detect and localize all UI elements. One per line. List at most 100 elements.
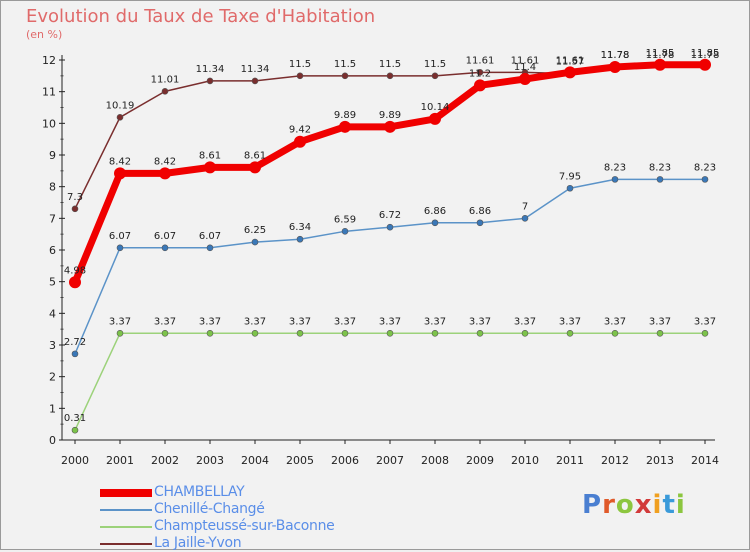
- data-point: [204, 161, 216, 174]
- data-point: [251, 238, 259, 246]
- data-point: [699, 58, 711, 71]
- data-point: [476, 219, 484, 227]
- data-point: [116, 244, 124, 252]
- y-tick-label: 2: [49, 371, 56, 384]
- data-label: 11.85: [691, 48, 720, 59]
- x-tick-label: 2006: [331, 454, 359, 467]
- logo-letter: t: [662, 490, 676, 520]
- data-point: [429, 112, 441, 125]
- data-label: 3.37: [604, 316, 626, 327]
- x-tick-label: 2013: [646, 454, 674, 467]
- chart-title: Evolution du Taux de Taxe d'Habitation: [26, 6, 376, 27]
- y-tick-label: 10: [42, 117, 56, 130]
- logo-letter: x: [634, 490, 653, 520]
- data-point: [566, 329, 574, 337]
- data-label: 11.78: [601, 50, 630, 61]
- data-label: 8.23: [604, 162, 626, 173]
- legend-swatch: [100, 543, 152, 545]
- data-label: 11.57: [556, 57, 585, 68]
- data-point: [341, 329, 349, 337]
- data-label: 11.61: [466, 55, 495, 66]
- data-label: 3.37: [109, 316, 131, 327]
- x-tick-label: 2008: [421, 454, 449, 467]
- data-label: 3.37: [334, 316, 356, 327]
- data-label: 11.5: [334, 59, 356, 70]
- data-label: 3.37: [514, 316, 536, 327]
- data-point: [656, 176, 664, 183]
- data-label: 3.37: [694, 316, 716, 327]
- data-label: 11.34: [241, 64, 270, 75]
- data-label: 11.61: [556, 55, 585, 66]
- x-tick-label: 2004: [241, 454, 269, 467]
- data-point: [296, 72, 304, 80]
- data-point: [206, 77, 214, 85]
- data-label: 3.37: [424, 316, 446, 327]
- data-label: 3.37: [469, 316, 491, 327]
- data-label: 4.98: [64, 265, 86, 276]
- data-point: [69, 276, 81, 289]
- y-tick-label: 7: [49, 212, 56, 225]
- x-tick-label: 2003: [196, 454, 224, 467]
- data-point: [251, 77, 259, 85]
- data-label: 3.37: [379, 316, 401, 327]
- data-point: [161, 244, 169, 252]
- chart-series: [69, 58, 711, 434]
- data-point: [296, 329, 304, 337]
- data-point: [384, 120, 396, 133]
- y-tick-label: 1: [49, 402, 56, 415]
- data-point: [114, 167, 126, 180]
- data-label: 7.3: [67, 192, 83, 203]
- data-label: 6.86: [424, 206, 446, 217]
- data-label: 8.42: [109, 156, 131, 167]
- data-point: [476, 69, 484, 76]
- data-point: [611, 176, 619, 183]
- data-label: 6.25: [244, 225, 266, 236]
- data-label: 6.07: [109, 231, 131, 242]
- data-point: [71, 350, 79, 358]
- data-point: [431, 72, 439, 80]
- data-point: [654, 58, 666, 71]
- data-label: 3.37: [244, 316, 266, 327]
- data-label: 11.4: [514, 62, 536, 73]
- x-tick-label: 2014: [691, 454, 719, 467]
- data-label: 6.86: [469, 206, 491, 217]
- data-label: 3.37: [559, 316, 581, 327]
- data-point: [206, 244, 214, 252]
- proxiti-logo: Proxiti: [582, 490, 686, 520]
- x-tick-label: 2009: [466, 454, 494, 467]
- data-label: 11.85: [646, 48, 675, 59]
- data-point: [386, 72, 394, 80]
- data-label: 6.07: [154, 231, 176, 242]
- data-point: [71, 426, 79, 434]
- data-label: 11.61: [511, 55, 540, 66]
- data-point: [116, 114, 124, 121]
- data-label: 3.37: [289, 316, 311, 327]
- data-point: [341, 72, 349, 80]
- data-label: 9.42: [289, 125, 311, 136]
- data-label: 8.42: [154, 156, 176, 167]
- legend-swatch: [100, 509, 152, 511]
- x-tick-label: 2000: [61, 454, 89, 467]
- x-tick-label: 2007: [376, 454, 404, 467]
- data-label: 11.78: [646, 50, 675, 61]
- logo-letter: i: [675, 490, 686, 520]
- data-point: [476, 329, 484, 337]
- data-label: 8.61: [199, 150, 221, 161]
- data-point: [251, 329, 259, 337]
- logo-letter: P: [582, 490, 603, 520]
- data-label: 11.5: [289, 59, 311, 70]
- data-label: 11.5: [379, 59, 401, 70]
- data-point: [294, 135, 306, 148]
- data-label: 3.37: [649, 316, 671, 327]
- data-label: 11.78: [691, 50, 720, 61]
- data-label: 6.59: [334, 214, 356, 225]
- logo-letter: r: [602, 490, 616, 520]
- data-point: [71, 205, 79, 213]
- data-point: [161, 88, 169, 95]
- y-tick-label: 11: [42, 86, 56, 99]
- data-point: [474, 79, 486, 92]
- y-tick-label: 5: [49, 276, 56, 289]
